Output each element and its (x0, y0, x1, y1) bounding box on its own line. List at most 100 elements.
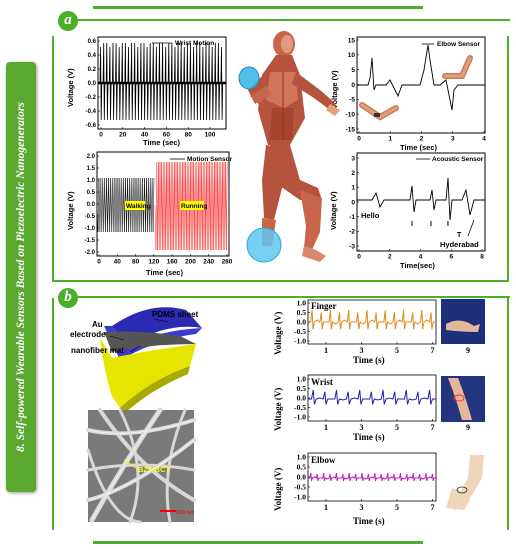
wristb-yticks-label-2: 0.0 (297, 394, 307, 403)
elbow-xaxis-label: Time (sec) (400, 143, 437, 152)
elbow-yticks-label-3: 0 (351, 82, 355, 89)
hyderabad-label: Hyderabad (440, 240, 479, 249)
acoustic-yaxis-label: Voltage (V) (329, 191, 338, 230)
elbowb-xticks-label-0: 1 (324, 503, 328, 512)
wrist-xaxis-label: Time (sec) (143, 138, 180, 147)
elbow-b-xaxis-label: Time (s) (353, 516, 385, 526)
panel-a-top-line (70, 19, 510, 21)
elbowb-yticks-label-0: 1.0 (297, 453, 307, 462)
elbow-yticks-label-2: 5 (351, 67, 355, 74)
wrist-xticks-label-4: 80 (185, 132, 193, 139)
wristb-xticks-label-2: 5 (395, 423, 399, 432)
finger-xticks-label-4: 9 (466, 346, 470, 355)
wrist-xticks-label-3: 60 (163, 132, 171, 139)
motion-yticks-label-2: 1.0 (87, 178, 96, 184)
acoustic-xaxis-label: Time(sec) (400, 261, 435, 270)
motion-sensor-chart: Walking Running Motion Sensor Voltage (V… (66, 151, 233, 277)
elbow-yticks-label-0: 15 (348, 37, 356, 44)
motion-yticks-label-4: 0.0 (87, 202, 96, 208)
acoustic-xticks-label-4: 8 (480, 254, 484, 261)
sem-image: BZT-BCT 100 nm (86, 407, 196, 524)
elbowb-xticks-label-1: 3 (360, 503, 364, 512)
panel-a-label: a (58, 11, 78, 31)
wristb-xticks-label-1: 3 (360, 423, 364, 432)
panel-b-top-line (70, 296, 510, 298)
acoustic-yticks-label-5: -2 (349, 229, 355, 236)
panel-b-figure: PDMS sheet Au electrode nanofiber mat BZ… (70, 299, 485, 526)
acoustic-mark-2: I (430, 221, 432, 228)
wristb-yticks-label-4: -1.0 (294, 413, 306, 422)
wristb-xticks-label-4: 9 (466, 423, 470, 432)
walking-signal (96, 177, 155, 233)
finger-chart: Finger Voltage (V) Time (s) 1.00.50.0-0.… (273, 299, 485, 365)
elbow-xticks-label-2: 2 (420, 136, 424, 143)
wrist-yticks-label-2: 0.2 (88, 67, 97, 73)
finger-xaxis-label: Time (s) (353, 355, 385, 365)
motion-xticks-label-3: 120 (148, 259, 159, 266)
wrist-yticks-label-6: -0.6 (86, 123, 97, 129)
elbowb-xticks-label-2: 5 (395, 503, 399, 512)
wrist-yticks-label-3: 0.0 (88, 81, 97, 87)
sem-scale-label: 100 nm (176, 510, 195, 516)
elbow-xticks-label-0: 0 (357, 136, 361, 143)
wrist-yticks-label-0: 0.6 (88, 39, 97, 45)
anatomical-runner-illustration (238, 31, 340, 263)
motion-yticks-label-0: 2.0 (87, 154, 96, 160)
acoustic-xticks-label-2: 4 (419, 254, 423, 261)
motion-xticks-label-5: 200 (185, 259, 196, 266)
walking-label: Walking (126, 203, 151, 210)
acoustic-signal-line (357, 177, 485, 221)
finger-xticks-label-1: 3 (360, 346, 364, 355)
acoustic-xticks-label-1: 2 (388, 254, 392, 261)
panel-a-figure: Wrist Motion Voltage (V) Time (sec) 0.6 0… (66, 31, 486, 277)
acoustic-xticks-label-0: 0 (357, 254, 361, 261)
motion-yticks-label-6: -1.0 (85, 226, 96, 232)
au-label: Au (92, 320, 103, 329)
wrist-xticks-label-1: 20 (119, 132, 127, 139)
acoustic-yticks-label-0: 3 (351, 155, 355, 162)
finger-xticks-label-0: 1 (324, 346, 328, 355)
elbow-b-yaxis-label: Voltage (V) (273, 468, 283, 511)
panel-b-left-line (52, 298, 54, 530)
running-label: Running (181, 203, 207, 210)
wrist-b-label: Wrist (311, 377, 333, 387)
elbowb-yticks-label-1: 0.5 (297, 463, 307, 472)
elbow-b-label: Elbow (311, 455, 336, 465)
elbow-yticks-label-6: -15 (346, 126, 356, 133)
elbow-yticks-label-4: -5 (349, 97, 355, 104)
foot-sensor-highlight (247, 228, 281, 262)
wrist-chart: Wrist Voltage (V) Time (s) 1.00.50.0-0.5… (273, 374, 485, 442)
acoustic-mark-1: I (411, 221, 413, 228)
wrist-yticks-label-1: 0.4 (88, 53, 97, 59)
elbowb-yticks-label-3: -0.5 (294, 483, 306, 492)
elbow-signal-line (357, 44, 485, 111)
nanofiber-mat-label: nanofiber mat (71, 346, 124, 355)
motion-xticks-label-1: 40 (114, 259, 122, 266)
finger-label: Finger (311, 301, 337, 311)
motion-legend: Motion Sensor (187, 156, 233, 163)
wrist-xticks-label-2: 40 (141, 132, 149, 139)
elbow-chart: Elbow Voltage (V) Time (s) 1.00.50.0-0.5… (273, 452, 485, 526)
finger-yticks-label-2: 0.0 (297, 318, 307, 327)
side-section-tab (6, 62, 36, 492)
acoustic-mark-4: T (457, 232, 462, 239)
elbow-yaxis-label: Voltage (V) (330, 70, 339, 109)
elbow-xticks-label-4: 4 (482, 136, 486, 143)
wrist-sensor-highlight (239, 67, 259, 89)
finger-yticks-label-4: -1.0 (294, 337, 306, 346)
motion-yticks-label-3: 0.5 (87, 190, 96, 196)
motion-xticks-label-6: 240 (203, 259, 214, 266)
acoustic-mark-3: I (447, 221, 449, 228)
motion-xticks-label-7: 280 (222, 259, 233, 266)
wrist-b-signal-line (308, 389, 436, 405)
motion-yticks-label-8: -2.0 (85, 250, 96, 256)
panel-b-label: b (58, 288, 78, 308)
elbow-yticks-label-1: 10 (348, 52, 356, 59)
elbowb-yticks-label-4: -1.0 (294, 493, 306, 502)
wristb-yticks-label-3: -0.5 (294, 403, 306, 412)
device-schematic: PDMS sheet Au electrode nanofiber mat (70, 307, 202, 414)
top-green-bar (93, 6, 423, 9)
wrist-b-xaxis-label: Time (s) (353, 432, 385, 442)
motion-xaxis-label: Time (sec) (146, 268, 183, 277)
wrist-yticks-label-4: -0.2 (86, 95, 97, 101)
